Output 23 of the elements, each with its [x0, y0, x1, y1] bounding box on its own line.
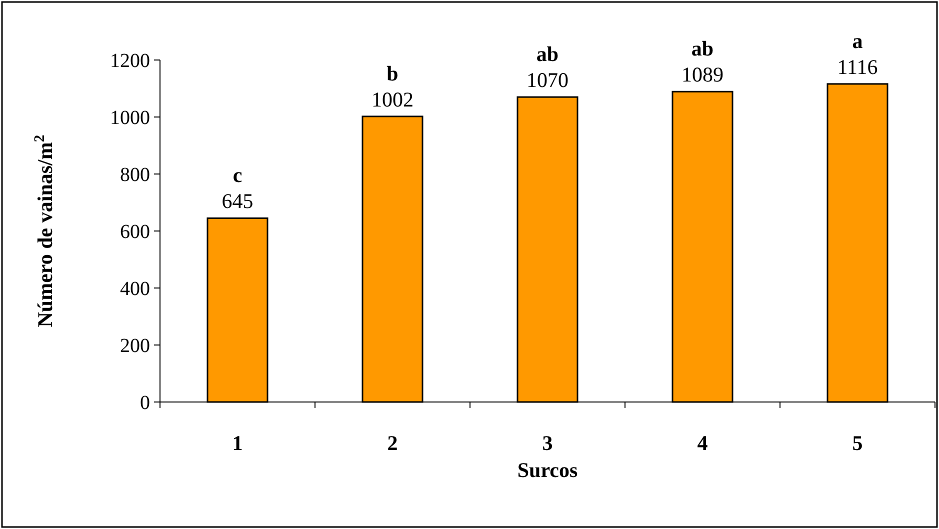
data-label: 1070: [526, 68, 568, 92]
y-tick-label: 800: [120, 164, 150, 186]
data-label: 1089: [682, 62, 724, 87]
annotation: b: [386, 61, 398, 86]
y-tick-label: 600: [120, 221, 150, 243]
data-label: 1002: [372, 87, 414, 112]
y-tick-label: 0: [140, 392, 150, 414]
y-tick-label: 200: [120, 335, 150, 357]
data-label: 1116: [837, 54, 878, 79]
y-tick-label: 1000: [110, 107, 150, 129]
x-tick-label: 5: [852, 431, 863, 455]
y-tick-label: 400: [120, 278, 150, 300]
annotation: a: [852, 28, 864, 53]
x-tick-label: 2: [387, 431, 398, 455]
annotation: ab: [691, 36, 714, 61]
annotation: c: [232, 163, 242, 188]
y-tick-label: 1200: [110, 50, 150, 72]
x-tick-label: 1: [232, 431, 243, 455]
x-tick-label: 3: [542, 431, 553, 455]
data-label: 645: [222, 189, 254, 214]
x-axis-title: Surcos: [517, 458, 578, 482]
annotation: ab: [536, 42, 559, 66]
x-tick-label: 4: [697, 431, 708, 455]
